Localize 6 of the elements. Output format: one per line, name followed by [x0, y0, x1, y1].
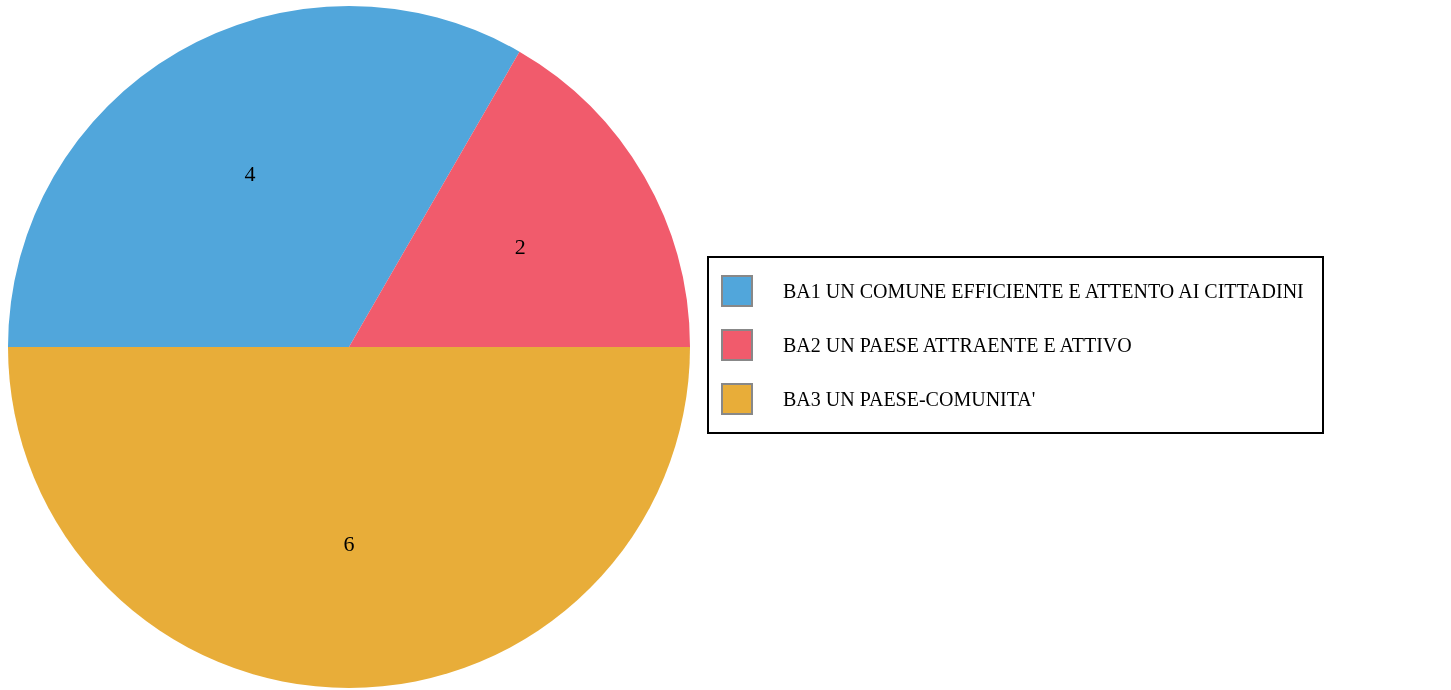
data-label: 4: [244, 161, 256, 187]
legend-label: BA3 UN PAESE-COMUNITA': [783, 387, 1036, 411]
data-label: 6: [343, 530, 355, 556]
legend-label: BA2 UN PAESE ATTRAENTE E ATTIVO: [783, 333, 1132, 357]
legend-label: BA1 UN COMUNE EFFICIENTE E ATTENTO AI CITTADINI: [783, 279, 1304, 303]
data-label: 2: [514, 233, 526, 259]
